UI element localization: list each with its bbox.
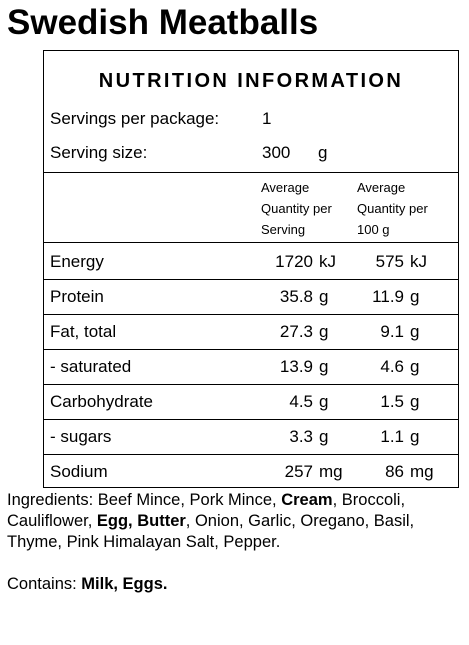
- servings: 1: [262, 109, 272, 128]
- per-100g: 575: [375, 252, 404, 271]
- column-header: Average Quantity per 100 g: [357, 180, 428, 237]
- serving-size: 300: [262, 143, 291, 162]
- nutrient-name: Protein: [50, 287, 104, 306]
- divider: [44, 314, 458, 315]
- per-100g: 86: [385, 462, 404, 481]
- unit: g: [319, 322, 329, 341]
- nutrient-name: - sugars: [50, 427, 112, 446]
- divider: [44, 242, 458, 243]
- text-run: Milk, Eggs.: [81, 575, 168, 593]
- per-serving: 4.5: [289, 392, 313, 411]
- ingredients: Ingredients: Beef Mince, Pork Mince, Cre…: [7, 490, 467, 553]
- unit: mg: [410, 462, 434, 481]
- unit: kJ: [410, 252, 427, 271]
- unit: mg: [319, 462, 343, 481]
- divider: [44, 454, 458, 455]
- contains: Contains: Milk, Eggs.: [7, 574, 467, 595]
- nutrient-name: - saturated: [50, 357, 132, 376]
- unit: g: [410, 357, 420, 376]
- panel-heading: NUTRITION INFORMATION: [98, 70, 404, 92]
- per-100g: 1.5: [380, 392, 404, 411]
- divider: [44, 279, 458, 280]
- servings-label: Servings per package:: [50, 109, 220, 128]
- per-100g: 11.9: [372, 287, 404, 306]
- unit: g: [319, 357, 329, 376]
- per-100g: 4.6: [380, 357, 404, 376]
- nutrient-name: Carbohydrate: [50, 392, 154, 411]
- text-run: Ingredients: Beef Mince, Pork Mince,: [7, 491, 282, 509]
- unit: g: [319, 427, 329, 446]
- text-run: Cream: [281, 491, 333, 509]
- unit: g: [410, 287, 420, 306]
- unit: g: [410, 427, 420, 446]
- text-run: Egg, Butter: [96, 512, 186, 530]
- nutrient-name: Sodium: [50, 462, 108, 481]
- divider: [44, 172, 458, 173]
- nutrition-panel: NUTRITION INFORMATION Servings per packa…: [43, 50, 459, 488]
- per-100g: 9.1: [380, 322, 404, 341]
- per-100g: 1.1: [380, 427, 404, 446]
- title: Swedish Meatballs: [7, 3, 319, 42]
- text-run: , Broccoli, Cauliflower,: [7, 491, 410, 530]
- text-run: Contains:: [7, 575, 82, 593]
- nutrient-name: Fat, total: [50, 322, 117, 341]
- ingredients-block: Ingredients: Beef Mince, Pork Mince, Cre…: [7, 490, 467, 616]
- unit: g: [319, 287, 329, 306]
- divider: [44, 384, 458, 385]
- per-serving: 1720: [275, 252, 313, 271]
- divider: [44, 349, 458, 350]
- column-header: Average Quantity per Serving: [261, 180, 332, 237]
- per-serving: 27.3: [279, 322, 313, 341]
- unit: kJ: [319, 252, 336, 271]
- per-serving: 3.3: [289, 427, 313, 446]
- per-serving: 13.9: [279, 357, 313, 376]
- unit: g: [410, 392, 420, 411]
- serving-size-label: Serving size:: [50, 143, 148, 162]
- per-serving: 257: [284, 462, 313, 481]
- unit: g: [319, 392, 329, 411]
- nutrient-name: Energy: [50, 252, 104, 271]
- serving-size-unit: g: [318, 143, 328, 162]
- unit: g: [410, 322, 420, 341]
- divider: [44, 419, 458, 420]
- per-serving: 35.8: [279, 287, 313, 306]
- text-run: , Onion, Garlic, Oregano, Basil, Thyme, …: [7, 512, 419, 551]
